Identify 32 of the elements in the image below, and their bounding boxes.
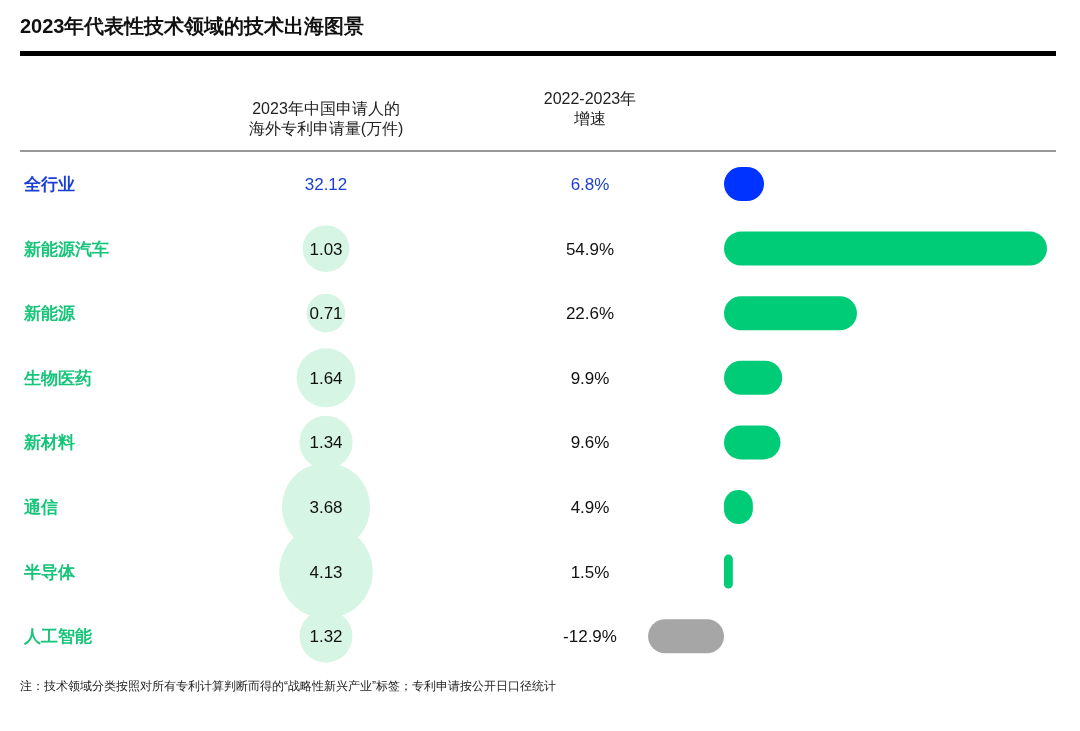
y-tick-label: 新能源汽车 — [23, 239, 109, 259]
data-label: 4.13 — [309, 562, 343, 582]
y-tick-label: 通信 — [23, 498, 58, 517]
data-label: 1.5% — [570, 562, 610, 582]
data-label: -12.9% — [563, 627, 617, 647]
data-label: 1.03 — [309, 239, 343, 259]
data-label: 54.9% — [565, 239, 615, 259]
bar — [724, 231, 1047, 266]
data-label: 9.9% — [570, 368, 610, 388]
data-label: 22.6% — [565, 304, 615, 324]
data-label: 32.12 — [304, 175, 348, 194]
text: 2023年代表性技术领域的技术出海图景 — [20, 15, 365, 37]
data-label: 1.32 — [309, 627, 343, 647]
data-label: 9.6% — [570, 433, 610, 453]
data-label: 1.64 — [309, 368, 343, 388]
data-label: 1.34 — [309, 433, 343, 453]
bar — [648, 619, 724, 654]
data-label: 6.8% — [570, 175, 610, 194]
y-tick-label: 新材料 — [23, 433, 75, 453]
x-axis-title: 2022-2023年增速 — [543, 90, 637, 127]
data-label: 4.9% — [570, 498, 610, 517]
y-tick-label: 新能源 — [23, 304, 76, 324]
y-tick-label: 人工智能 — [23, 627, 92, 647]
y-tick-label: 半导体 — [23, 562, 76, 582]
data-label: 0.71 — [309, 304, 343, 324]
bar — [724, 296, 857, 331]
y-tick-label: 生物医药 — [23, 368, 92, 388]
y-tick-label: 全行业 — [23, 175, 75, 194]
text: 2023年中国申请人的海外专利申请量(万件) — [248, 100, 404, 137]
bar — [724, 554, 733, 589]
text: 注：技术领域分类按照对所有专利计算判断而得的“战略性新兴产业”标签；专利申请按公开日口径统计 — [20, 679, 556, 693]
data-label: 3.68 — [309, 498, 343, 517]
